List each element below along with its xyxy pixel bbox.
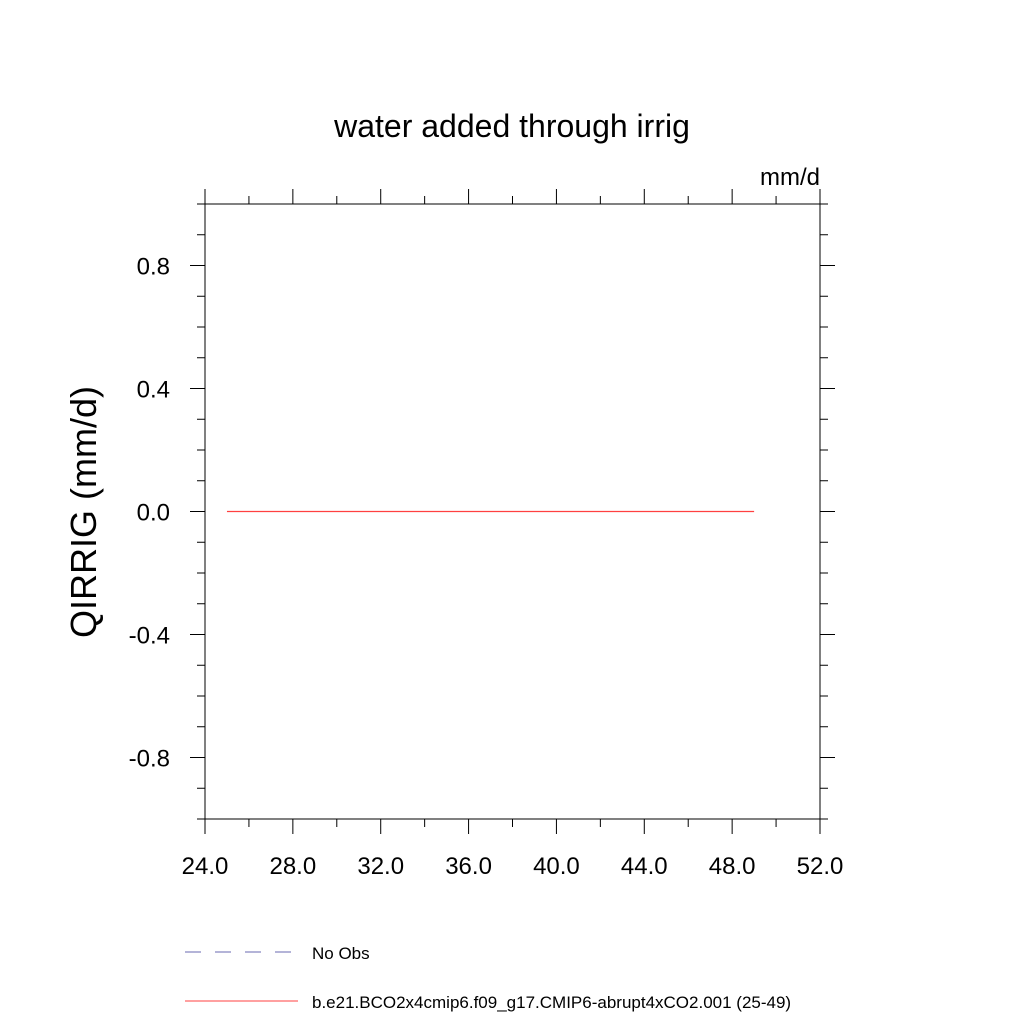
axis-ticks (190, 189, 835, 834)
x-tick-label: 44.0 (621, 853, 668, 880)
x-tick-label: 24.0 (182, 853, 229, 880)
y-tick-label: -0.4 (129, 623, 170, 650)
units-label: mm/d (760, 164, 820, 191)
chart-title: water added through irrig (333, 108, 690, 144)
x-tick-label: 36.0 (445, 853, 492, 880)
legend-label: b.e21.BCO2x4cmip6.f09_g17.CMIP6-abrupt4x… (312, 993, 791, 1012)
tick-labels: 24.0 28.0 32.0 36.0 40.0 44.0 48.0 52.0 -0.8 -0.4… (129, 254, 844, 881)
x-tick-label: 52.0 (797, 853, 844, 880)
legend-label: No Obs (312, 944, 370, 963)
x-tick-label: 48.0 (709, 853, 756, 880)
y-tick-label: 0.0 (137, 500, 170, 527)
y-tick-label: 0.8 (137, 254, 170, 281)
y-tick-label: 0.4 (137, 377, 170, 404)
x-tick-label: 32.0 (357, 853, 404, 880)
x-tick-label: 28.0 (269, 853, 316, 880)
legend: No Obs b.e21.BCO2x4cmip6.f09_g17.CMIP6-ab… (185, 944, 791, 1012)
y-tick-label: -0.8 (129, 746, 170, 773)
y-axis-label: QIRRIG (mm/d) (63, 386, 104, 638)
x-tick-label: 40.0 (533, 853, 580, 880)
